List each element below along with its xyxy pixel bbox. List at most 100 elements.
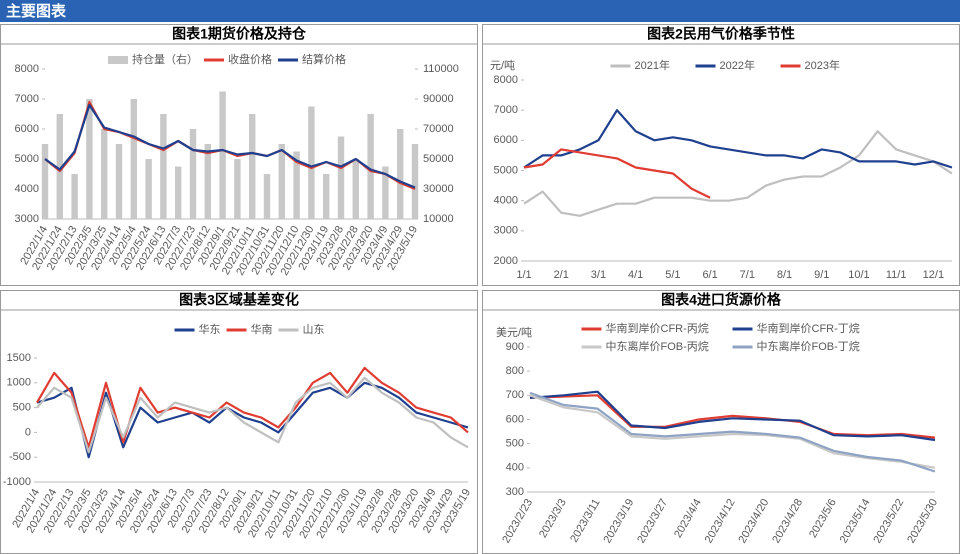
y-tick-label: 1500 [7,352,31,364]
series-line [529,394,936,469]
legend-label: 华南 [251,322,273,336]
bar [382,166,389,219]
y-tick-label: 800 [506,365,524,377]
y-tick-label: 6000 [15,123,39,135]
bar [189,129,197,219]
x-tick-label: 2023/5/22 [872,497,907,545]
y2-tick-label: 30000 [423,183,454,195]
series-line [36,376,469,454]
x-tick-label: 7/1 [740,269,755,281]
y-tick-label: 1000 [7,377,31,389]
legend-label: 2022年 [720,58,755,72]
y-tick-label: 0 [25,426,31,438]
bar [204,144,212,219]
bar [174,166,182,219]
bar [86,99,93,219]
bar [248,114,256,219]
bar [263,174,271,219]
y-tick-label: 7000 [15,93,39,105]
bar [396,129,404,219]
y-tick-label: 3000 [15,213,39,225]
bar [145,159,152,219]
y-tick-label: -1000 [3,476,31,488]
legend-label: 华东 [199,322,221,336]
chart-panel: 图表1期货价格及持仓 3000 4000 5000 6000 7000 8000 10000 3… [0,24,478,286]
x-tick-label: 8/1 [777,269,792,281]
bar [322,174,330,219]
legend-label: 山东 [303,323,325,336]
series-line [44,103,416,189]
y-tick-label: 900 [506,341,524,353]
bar [308,106,315,219]
legend-label: 收盘价格 [228,52,272,66]
y2-tick-label: 50000 [423,153,454,165]
y-tick-label: 4000 [15,183,39,195]
bar [56,114,64,219]
y-tick-label: 500 [506,438,524,450]
bar [41,144,49,219]
series-line [529,391,936,473]
y2-tick-label: 70000 [423,123,454,135]
legend-label: 结算价格 [302,52,346,66]
x-tick-label: 2023/4/20 [737,497,772,545]
bar [219,91,226,219]
series-line [36,381,469,459]
x-tick-label: 2023/3/11 [568,497,602,545]
y-tick-label: 6000 [494,134,518,146]
bar [160,114,167,219]
y-axis-label: 元/吨 [490,59,515,72]
bar [234,159,241,219]
x-tick-label: 11/1 [886,269,907,281]
bar [115,144,123,219]
y-tick-label: 4000 [494,195,518,207]
x-tick-label: 12/1 [923,269,944,281]
x-tick-label: 2023/3/19 [602,497,637,545]
legend-label: 2021年 [635,58,670,72]
bar [337,136,345,219]
header-title: 主要图表 [6,2,67,20]
series-line [523,130,953,217]
y-tick-label: 600 [506,413,524,425]
y-tick-label: 8000 [15,63,39,75]
x-tick-label: 2023/3/3 [537,497,569,540]
y-tick-label: -500 [9,451,31,463]
bar [71,174,78,219]
header-bar [0,0,960,22]
y-tick-label: 5000 [494,164,518,176]
x-tick-label: 2023/4/12 [703,497,738,545]
bar [352,159,360,219]
x-tick-label: 4/1 [628,269,643,281]
x-tick-label: 3/1 [591,269,606,281]
series-line [529,390,936,442]
y2-tick-label: 10000 [423,213,454,225]
legend-label: 华南到岸价CFR-丙烷 [606,321,709,335]
y-tick-label: 2000 [494,255,518,267]
legend-swatch [108,56,128,64]
y-tick-label: 700 [506,389,524,401]
bar [278,144,286,219]
legend-label: 持仓量（右） [132,52,198,66]
x-tick-label: 2/1 [554,269,569,281]
y-tick-label: 300 [506,486,524,498]
x-tick-label: 2023/5/30 [905,497,940,545]
y-tick-label: 3000 [494,225,518,237]
bar [367,114,374,219]
bar [100,129,108,219]
series-line [36,366,469,449]
y-tick-label: 400 [506,462,524,474]
y-tick-label: 8000 [494,74,518,86]
y2-tick-label: 90000 [423,93,454,105]
x-tick-label: 5/1 [665,269,680,281]
x-tick-label: 2023/5/14 [838,497,873,545]
chart-title: 图表4进口货源价格 [661,292,782,308]
y-axis-label: 美元/吨 [496,326,532,339]
y2-tick-label: 110000 [423,63,459,75]
legend-label: 中东离岸价FOB-丙烷 [606,339,709,353]
series-line [523,148,711,199]
x-tick-label: 1/1 [516,269,531,281]
bar [411,144,419,219]
legend-label: 中东离岸价FOB-丁烷 [757,339,860,353]
